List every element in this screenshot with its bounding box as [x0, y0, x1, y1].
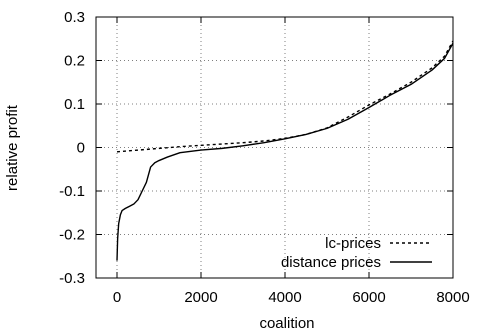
legend: lc-prices distance prices — [281, 235, 432, 271]
tick-marks — [96, 16, 454, 279]
series-lines — [116, 40, 454, 261]
series-line-distance-prices — [116, 42, 454, 261]
grid-lines — [96, 16, 454, 279]
y-tick-label: 0.1 — [64, 96, 85, 113]
tick-labels: 0 2000 4000 6000 8000 -0.3 -0.2 -0.1 0 0.1 0.2 0.3 — [59, 9, 470, 306]
y-tick-label: 0.3 — [64, 9, 85, 26]
y-tick-label: -0.3 — [59, 270, 85, 287]
y-tick-label: -0.1 — [59, 183, 85, 200]
legend-label-distance-prices: distance prices — [281, 254, 381, 271]
series-line-lc-prices — [116, 40, 454, 153]
x-tick-label: 4000 — [268, 289, 301, 306]
y-tick-label: 0 — [77, 140, 85, 157]
y-tick-label: 0.2 — [64, 53, 85, 70]
axes — [95, 16, 454, 279]
x-axis-label: coalition — [259, 315, 314, 332]
y-axis-label: relative profit — [4, 104, 21, 191]
plot-frame — [95, 16, 454, 279]
x-tick-label: 0 — [113, 289, 121, 306]
x-tick-label: 2000 — [184, 289, 217, 306]
x-tick-label: 8000 — [436, 289, 469, 306]
x-tick-label: 6000 — [352, 289, 385, 306]
y-tick-label: -0.2 — [59, 227, 85, 244]
legend-label-lc-prices: lc-prices — [325, 235, 381, 252]
